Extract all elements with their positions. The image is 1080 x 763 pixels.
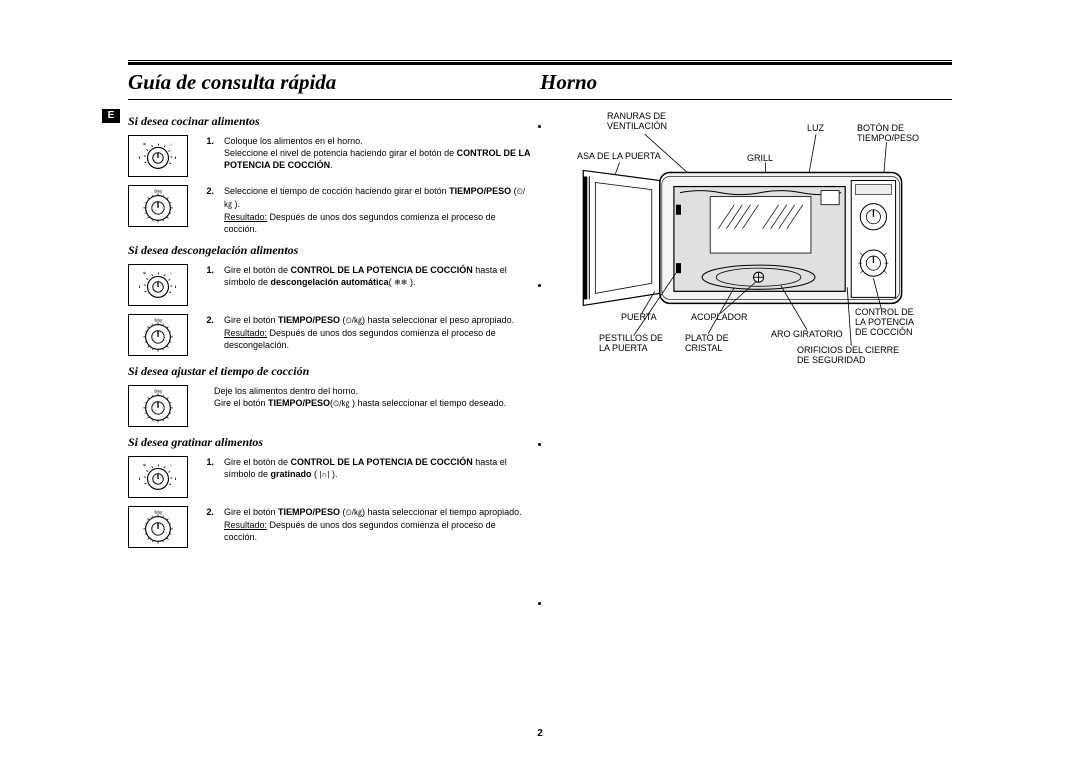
oven-diagram: RANURAS DEVENTILACIÓN ASA DE LA PUERTA L… bbox=[549, 112, 952, 376]
column-divider bbox=[538, 125, 541, 605]
section-title: Si desea cocinar alimentos bbox=[128, 114, 531, 129]
label-acoplador: ACOPLADOR bbox=[691, 313, 748, 323]
svg-text:⏲/㎏: ⏲/㎏ bbox=[154, 510, 162, 515]
step-row: ⏲/㎏ 2.Gire el botón TIEMPO/PESO (⏲/㎏) ha… bbox=[128, 506, 531, 548]
svg-text:⬇: ⬇ bbox=[138, 285, 141, 289]
step-row: ❄ ∩ ⬇ ⬆ 1.Gire el botón de CONTROL DE LA… bbox=[128, 456, 531, 498]
step-number: 2. bbox=[198, 185, 214, 235]
step-row: ❄ ∩ ⬇ ⬆ 1.Coloque los alimentos en el ho… bbox=[128, 135, 531, 177]
step-number: 1. bbox=[198, 135, 214, 177]
step-text: Coloque los alimentos en el horno.Selecc… bbox=[224, 135, 531, 177]
timer-dial-icon: ⏲/㎏ bbox=[128, 506, 188, 548]
label-puerta: PUERTA bbox=[621, 313, 657, 323]
power-dial-icon: ❄ ∩ ⬇ ⬆ bbox=[128, 135, 188, 177]
svg-text:⬇: ⬇ bbox=[138, 156, 141, 160]
step-text: Gire el botón de CONTROL DE LA POTENCIA … bbox=[224, 456, 531, 498]
svg-text:⬇: ⬇ bbox=[138, 477, 141, 481]
rule-thin bbox=[128, 60, 952, 61]
rule-thick bbox=[128, 62, 952, 65]
svg-text:∩: ∩ bbox=[169, 463, 172, 467]
svg-text:⏲/㎏: ⏲/㎏ bbox=[154, 389, 162, 394]
left-column: E Si desea cocinar alimentos ❄ ∩ ⬇ ⬆ 1.C… bbox=[128, 108, 531, 556]
svg-text:∩: ∩ bbox=[169, 271, 172, 275]
step-number: 2. bbox=[198, 506, 214, 548]
svg-text:❄: ❄ bbox=[143, 271, 146, 275]
svg-text:❄: ❄ bbox=[143, 143, 146, 147]
power-dial-icon: ❄ ∩ ⬇ ⬆ bbox=[128, 456, 188, 498]
right-column: RANURAS DEVENTILACIÓN ASA DE LA PUERTA L… bbox=[549, 108, 952, 556]
timer-dial-icon: ⏲/㎏ bbox=[128, 185, 188, 227]
svg-text:❄: ❄ bbox=[143, 463, 146, 467]
heading-left: Guía de consulta rápida bbox=[128, 70, 540, 95]
step-text: Deje los alimentos dentro del horno.Gire… bbox=[214, 385, 531, 427]
label-grill: GRILL bbox=[747, 154, 773, 164]
step-text: Gire el botón TIEMPO/PESO (⏲/㎏) hasta se… bbox=[224, 506, 531, 548]
header-row: Guía de consulta rápida Horno bbox=[128, 68, 952, 100]
label-ranuras: RANURAS DEVENTILACIÓN bbox=[607, 112, 667, 132]
step-text: Gire el botón TIEMPO/PESO (⏲/㎏) hasta se… bbox=[224, 314, 531, 356]
section-title: Si desea ajustar el tiempo de cocción bbox=[128, 364, 531, 379]
page-number: 2 bbox=[537, 728, 543, 739]
step-text: Seleccione el tiempo de cocción haciendo… bbox=[224, 185, 531, 235]
step-row: ❄ ∩ ⬇ ⬆ 1.Gire el botón de CONTROL DE LA… bbox=[128, 264, 531, 306]
label-boton: BOTÓN DETIEMPO/PESO bbox=[857, 124, 919, 144]
label-pestillos: PESTILLOS DELA PUERTA bbox=[599, 334, 663, 354]
label-control: CONTROL DELA POTENCIADE COCCIÓN bbox=[855, 308, 914, 338]
svg-text:⬆: ⬆ bbox=[174, 477, 177, 481]
svg-text:∩: ∩ bbox=[169, 143, 172, 147]
step-number: 1. bbox=[198, 264, 214, 306]
timer-dial-icon: ⏲/㎏ bbox=[128, 314, 188, 356]
label-asa: ASA DE LA PUERTA bbox=[577, 152, 661, 162]
language-badge: E bbox=[102, 109, 120, 123]
svg-text:⬆: ⬆ bbox=[174, 285, 177, 289]
timer-dial-icon: ⏲/㎏ bbox=[128, 385, 188, 427]
label-luz: LUZ bbox=[807, 124, 824, 134]
heading-right: Horno bbox=[540, 70, 952, 95]
power-dial-icon: ❄ ∩ ⬇ ⬆ bbox=[128, 264, 188, 306]
step-number: 2. bbox=[198, 314, 214, 356]
label-plato: PLATO DECRISTAL bbox=[685, 334, 729, 354]
step-number: 1. bbox=[198, 456, 214, 498]
label-orificios: ORIFICIOS DEL CIERREDE SEGURIDAD bbox=[797, 346, 899, 366]
step-row: ⏲/㎏ Deje los alimentos dentro del horno.… bbox=[128, 385, 531, 427]
step-row: ⏲/㎏ 2.Gire el botón TIEMPO/PESO (⏲/㎏) ha… bbox=[128, 314, 531, 356]
svg-text:⏲/㎏: ⏲/㎏ bbox=[154, 189, 162, 194]
step-row: ⏲/㎏ 2.Seleccione el tiempo de cocción ha… bbox=[128, 185, 531, 235]
label-aro: ARO GIRATORIO bbox=[771, 330, 843, 340]
step-text: Gire el botón de CONTROL DE LA POTENCIA … bbox=[224, 264, 531, 306]
section-title: Si desea gratinar alimentos bbox=[128, 435, 531, 450]
svg-text:⬆: ⬆ bbox=[174, 156, 177, 160]
section-title: Si desea descongelación alimentos bbox=[128, 243, 531, 258]
svg-text:⏲/㎏: ⏲/㎏ bbox=[154, 318, 162, 323]
